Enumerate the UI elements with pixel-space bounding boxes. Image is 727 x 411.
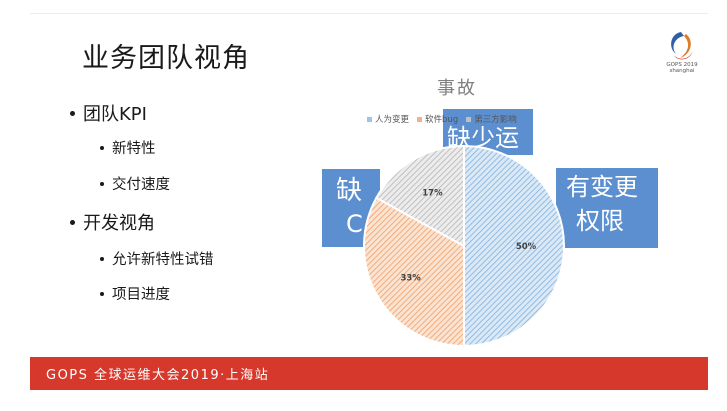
bullet-item: 团队KPI [70, 100, 147, 126]
legend-item: 人为变更 [367, 113, 409, 125]
legend-label: 软件bug [425, 115, 459, 125]
bullet-dot-icon [100, 181, 104, 186]
bullet-dot-icon [70, 219, 75, 225]
bullet-dot-icon [100, 145, 104, 150]
logo-text: GOPS 2019 shanghai [666, 62, 698, 74]
chart-title: 事故 [437, 78, 477, 99]
legend-swatch-icon [417, 116, 423, 122]
legend-label: 人为变更 [375, 115, 410, 125]
bullet-text: 项目进度 [112, 287, 170, 303]
legend-label: 第三方影响 [474, 115, 517, 125]
pie-data-label: 33% [400, 274, 421, 284]
bullet-item: 开发视角 [70, 209, 155, 235]
legend-item: 软件bug [417, 113, 458, 125]
pie-slice-third-party [375, 144, 465, 248]
pie-slice-human-change [463, 144, 565, 348]
bullet-text: 开发视角 [83, 213, 155, 234]
pie-chart: 50% 33% 17% [363, 144, 565, 348]
bullet-item: 交付速度 [100, 173, 170, 194]
bullet-dot-icon [100, 256, 104, 261]
pie-slice-software-bug [363, 196, 465, 348]
pie-data-label: 50% [516, 242, 537, 252]
bullet-dot-icon [70, 110, 75, 116]
footer-text: GOPS 全球运维大会2019·上海站 [46, 368, 270, 383]
slide-title: 业务团队视角 [82, 43, 250, 74]
pie-data-label: 17% [422, 189, 443, 199]
slide: 业务团队视角 团队KPI 新特性 交付速度 开发视角 允许新特性试错 项目进度 [30, 13, 708, 388]
legend-item: 第三方影响 [466, 113, 517, 125]
bullet-text: 交付速度 [112, 177, 170, 193]
callout-left: 缺 C [322, 169, 380, 247]
bullet-text: 团队KPI [83, 104, 147, 125]
bullet-item: 项目进度 [100, 283, 170, 304]
gops-logo-icon [671, 32, 693, 60]
legend-swatch-icon [466, 116, 472, 122]
legend-swatch-icon [367, 116, 372, 122]
callout-right: 有变更 权限 [556, 168, 658, 248]
chart-legend: 人为变更 软件bug 第三方影响 [367, 113, 517, 125]
bullet-dot-icon [100, 291, 104, 296]
bullet-item: 允许新特性试错 [100, 248, 214, 269]
footer-bar: GOPS 全球运维大会2019·上海站 [30, 357, 708, 390]
bullet-text: 新特性 [112, 141, 156, 157]
bullet-item: 新特性 [100, 137, 156, 158]
bullet-text: 允许新特性试错 [112, 252, 214, 268]
